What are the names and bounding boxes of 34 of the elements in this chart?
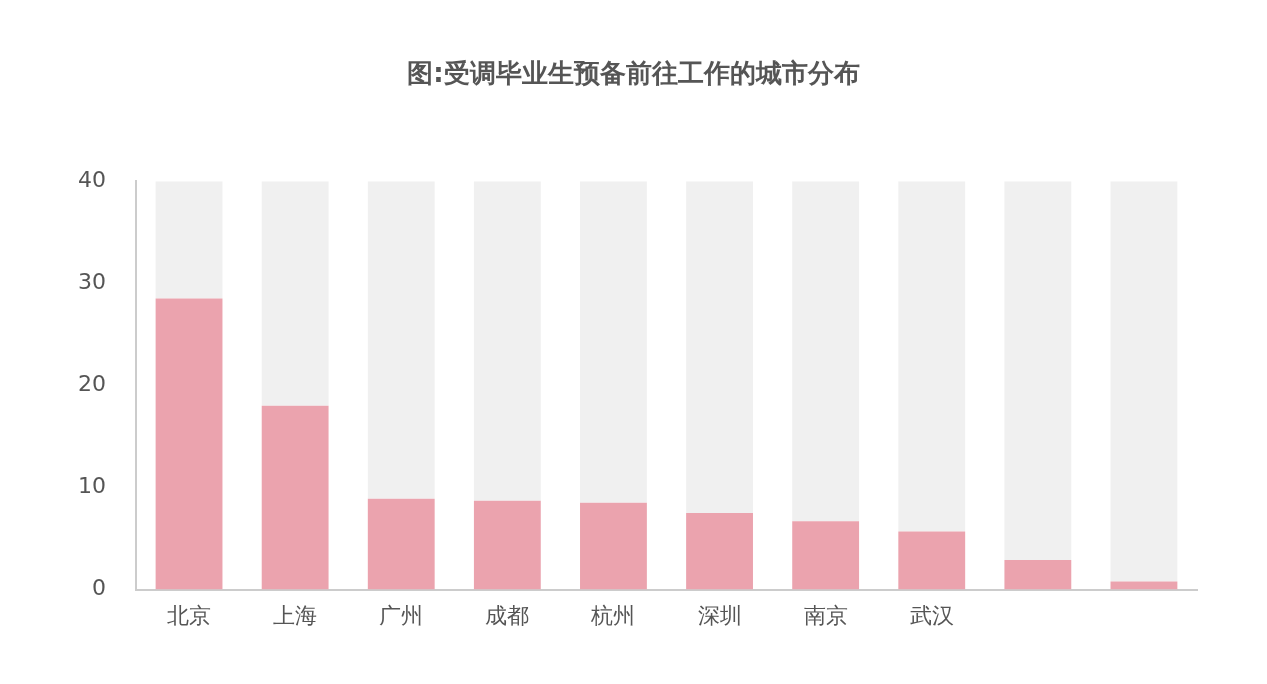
y-tick-label: 10 bbox=[77, 473, 106, 499]
bar bbox=[1004, 181, 1072, 560]
x-tick-label: 成都 bbox=[485, 602, 530, 628]
x-tick-label: 广州 bbox=[379, 602, 424, 628]
bar bbox=[792, 521, 860, 590]
chart-title: 图:受调毕业生预备前往工作的城市分布 bbox=[407, 58, 860, 89]
x-tick-label: 武汉 bbox=[909, 602, 954, 628]
bar bbox=[473, 181, 541, 501]
bar bbox=[473, 500, 541, 590]
x-tick-label: 南京 bbox=[803, 602, 848, 628]
x-tick-label: 深圳 bbox=[697, 602, 742, 628]
bar bbox=[1004, 559, 1072, 590]
x-tick-label: 杭州 bbox=[590, 602, 636, 628]
bar bbox=[1110, 181, 1178, 582]
bar bbox=[261, 405, 329, 590]
y-tick-label: 30 bbox=[77, 269, 106, 295]
bar bbox=[898, 531, 966, 590]
bar bbox=[580, 502, 647, 590]
bar bbox=[898, 181, 966, 532]
bar bbox=[686, 513, 753, 590]
bar bbox=[155, 181, 223, 299]
y-tick-label: 0 bbox=[91, 575, 106, 601]
bar bbox=[367, 498, 435, 590]
x-tick-label: 上海 bbox=[273, 602, 318, 628]
bar bbox=[261, 181, 329, 406]
bar bbox=[686, 181, 753, 514]
bar bbox=[155, 298, 223, 590]
bar bbox=[792, 181, 860, 522]
bar bbox=[1110, 581, 1178, 590]
y-tick-label: 40 bbox=[77, 166, 106, 192]
x-tick-label: 北京 bbox=[167, 602, 212, 628]
y-tick-label: 20 bbox=[77, 371, 106, 397]
bar bbox=[367, 181, 435, 499]
bar bbox=[580, 181, 647, 503]
